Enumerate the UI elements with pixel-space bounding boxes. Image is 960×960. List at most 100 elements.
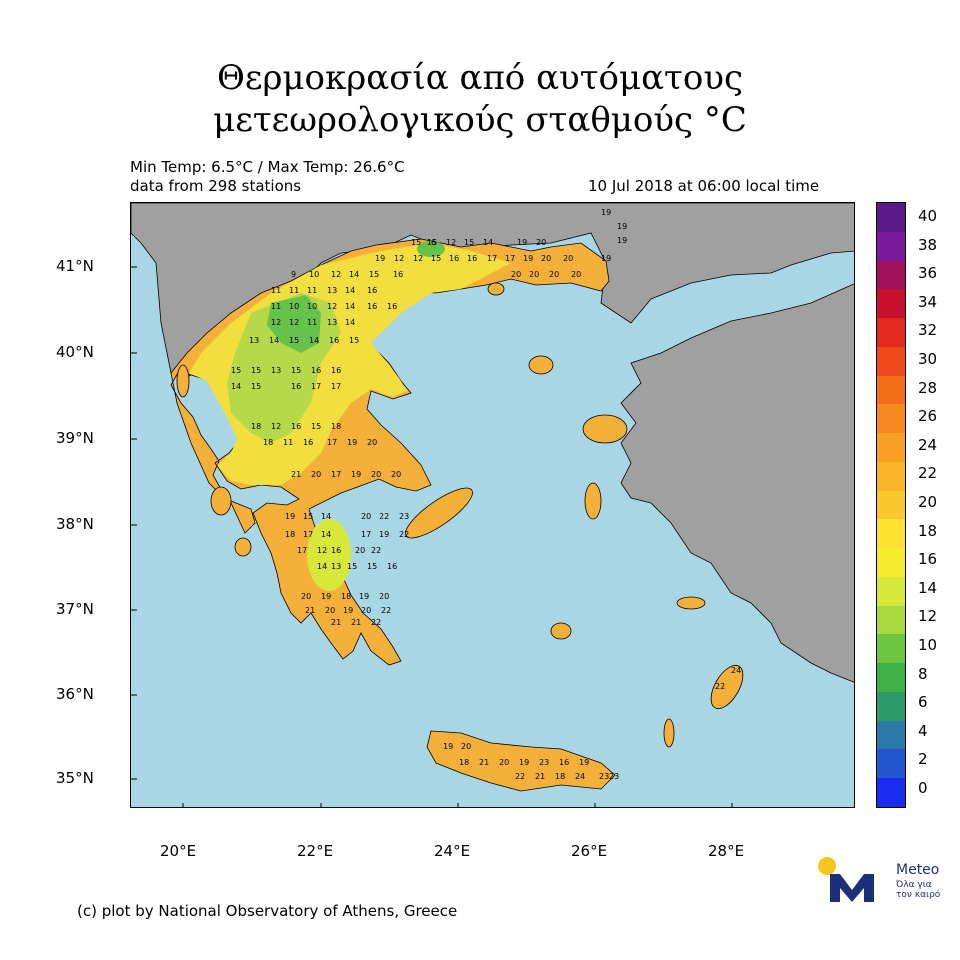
station-value: 13 [327, 318, 337, 327]
station-value: 15 [231, 366, 241, 375]
station-value: 15 [431, 254, 441, 263]
colorbar-label: 40 [918, 207, 938, 225]
station-value: 20 [301, 592, 311, 601]
station-value: 19 [601, 254, 611, 263]
station-value: 23 [609, 772, 619, 781]
station-value: 16 [303, 438, 313, 447]
station-value: 14 [317, 562, 327, 571]
station-value: 20 [311, 470, 321, 479]
station-value: 24 [575, 772, 585, 781]
station-value: 16 [329, 336, 339, 345]
station-value: 16 [449, 254, 459, 263]
station-value: 12 [271, 422, 281, 431]
station-value: 19 [523, 254, 533, 263]
station-value: 16 [387, 302, 397, 311]
station-value: 22 [379, 512, 389, 521]
colorbar-segment [877, 375, 905, 405]
lat-label-40: 40°N [56, 343, 94, 361]
colorbar-label: 30 [918, 350, 938, 368]
station-value: 20 [511, 270, 521, 279]
crete-island [426, 730, 616, 792]
station-value: 17 [327, 438, 337, 447]
colorbar-segment [877, 404, 905, 434]
temperature-colorbar [876, 202, 906, 808]
station-value: 16 [331, 366, 341, 375]
colorbar-segment [877, 260, 905, 290]
kefalonia-island [210, 486, 232, 516]
station-value: 14 [321, 530, 331, 539]
station-value: 18 [341, 592, 351, 601]
station-value: 23 [599, 772, 609, 781]
station-value: 17 [487, 254, 497, 263]
station-value: 19 [379, 530, 389, 539]
station-value: 17 [311, 382, 321, 391]
station-value: 13 [271, 366, 281, 375]
station-value: 16 [559, 758, 569, 767]
lon-label-20: 20°E [160, 842, 197, 860]
colorbar-segment [877, 778, 905, 808]
station-value: 20 [541, 254, 551, 263]
cold-zone [267, 295, 321, 353]
colorbar-segment [877, 691, 905, 722]
station-value: 21 [479, 758, 489, 767]
station-value: 24 [731, 666, 741, 675]
station-value: 16 [291, 382, 301, 391]
station-value: 9 [291, 270, 296, 279]
station-value: 11 [283, 438, 293, 447]
lemnos-island [528, 355, 554, 375]
station-value: 16 [291, 422, 301, 431]
station-value: 12 [317, 546, 327, 555]
station-value: 16 [387, 562, 397, 571]
timestamp-text: 10 Jul 2018 at 06:00 local time [588, 177, 820, 195]
station-value: 20 [361, 606, 371, 615]
station-value: 22 [371, 546, 381, 555]
station-value: 10 [309, 270, 319, 279]
station-value: 14 [321, 512, 331, 521]
station-value: 18 [555, 772, 565, 781]
station-value: 20 [499, 758, 509, 767]
station-value: 14 [483, 238, 493, 247]
colorbar-label: 36 [918, 264, 938, 283]
olympus-cold [417, 241, 445, 257]
colorbar-segment [877, 318, 905, 348]
station-value: 10 [307, 302, 317, 311]
station-value: 10 [289, 302, 299, 311]
lon-label-22: 22°E [297, 842, 334, 860]
station-value: 20 [361, 512, 371, 521]
station-value: 15 [464, 238, 474, 247]
station-value: 16 [393, 270, 403, 279]
lon-label-24: 24°E [434, 842, 471, 860]
station-value: 19 [579, 758, 589, 767]
station-value: 19 [517, 238, 527, 247]
station-value: 17 [361, 530, 371, 539]
colorbar-segment [877, 663, 905, 693]
station-value: 19 [375, 254, 385, 263]
station-value: 20 [571, 270, 581, 279]
lon-label-26: 26°E [571, 842, 608, 860]
lat-label-36: 36°N [56, 685, 94, 703]
karpathos-island [663, 718, 675, 748]
colorbar-label: 20 [918, 493, 938, 511]
colorbar-segment [877, 519, 905, 549]
colorbar-label: 8 [918, 664, 928, 683]
peloponnese-cool [307, 519, 351, 591]
logo-tagline-line2: τον καιρό [896, 890, 941, 900]
colorbar-label: 28 [918, 378, 938, 397]
station-value: 15 [349, 336, 359, 345]
station-value: 11 [307, 318, 317, 327]
station-value: 19 [351, 470, 361, 479]
turkey-land [620, 283, 854, 683]
min-max-text: Min Temp: 6.5°C / Max Temp: 26.6°C [130, 158, 405, 176]
station-value: 19 [347, 438, 357, 447]
station-value: 20 [391, 470, 401, 479]
colorbar-segment [877, 576, 905, 607]
colorbar-label: 6 [918, 693, 928, 712]
station-value: 12 [413, 254, 423, 263]
station-value: 21 [291, 470, 301, 479]
stations-count-text: data from 298 stations [130, 177, 302, 195]
temperature-map: 19 19 15 15 6 12 15 14 19 20 19 19 12 12 15 16 16 17 17 19 2… [130, 202, 855, 808]
station-value: 20 [549, 270, 559, 279]
station-value: 19 [601, 208, 611, 217]
colorbar-label: 24 [918, 435, 938, 454]
station-value: 15 [289, 336, 299, 345]
